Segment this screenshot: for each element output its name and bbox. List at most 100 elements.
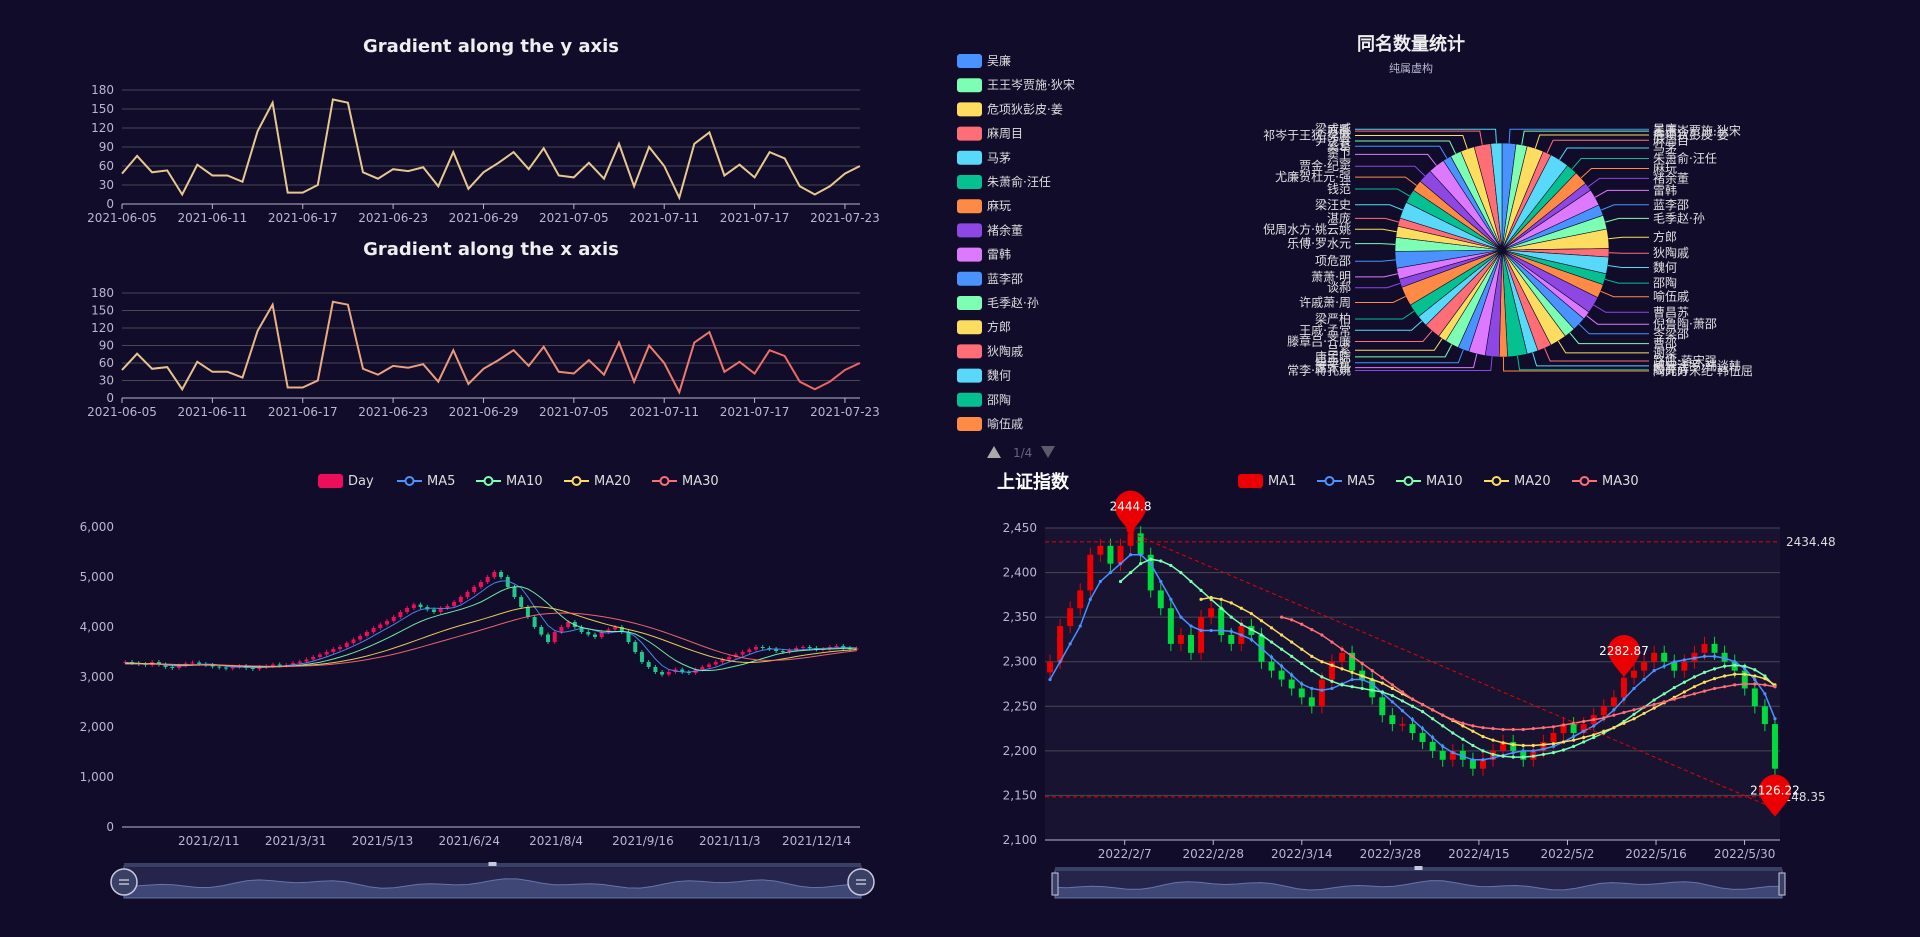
slider-center-icon bbox=[1414, 866, 1423, 870]
legend-swatch bbox=[957, 223, 982, 238]
ma30-point bbox=[1300, 622, 1304, 626]
pie-label-line bbox=[1355, 310, 1415, 320]
ma20-point bbox=[1511, 743, 1515, 747]
pie-label: 曹昌苏 bbox=[1653, 305, 1689, 319]
ma30-point bbox=[1632, 708, 1636, 712]
ma30-point bbox=[1280, 615, 1284, 619]
ma5-point bbox=[1431, 735, 1435, 740]
candle bbox=[519, 597, 524, 607]
candle bbox=[1741, 670, 1748, 689]
candle bbox=[680, 669, 685, 672]
legend-label: MA1 bbox=[1268, 474, 1296, 489]
ma5-point bbox=[1652, 669, 1656, 673]
candle bbox=[398, 612, 403, 617]
pie-title: 同名数量统计 bbox=[1357, 33, 1465, 55]
legend-swatch bbox=[957, 199, 982, 214]
ma30-point bbox=[1723, 685, 1727, 689]
x-tick-label: 2021-06-05 bbox=[87, 405, 157, 419]
legend-swatch bbox=[1238, 474, 1263, 488]
candle bbox=[1610, 697, 1617, 707]
ma10-point bbox=[1441, 724, 1445, 728]
legend-label: MA10 bbox=[1426, 474, 1463, 489]
pie-label-line bbox=[1355, 135, 1468, 149]
ma20-point bbox=[1360, 674, 1364, 678]
ma10-point bbox=[1481, 749, 1485, 753]
pie-subtitle: 纯属虚构 bbox=[1389, 61, 1433, 75]
candle bbox=[297, 661, 302, 663]
ma30-point bbox=[1521, 727, 1525, 732]
ma5-point bbox=[1300, 682, 1304, 686]
legend-label: 雷韩 bbox=[987, 247, 1011, 262]
ma30-point bbox=[1773, 685, 1777, 689]
legend-swatch bbox=[957, 296, 982, 310]
candle bbox=[344, 643, 349, 647]
legend-label: 喻伍戚 bbox=[987, 416, 1023, 431]
ma10-point bbox=[1139, 562, 1143, 566]
pie-label-line bbox=[1355, 320, 1423, 331]
ma10-point bbox=[1431, 717, 1435, 721]
candle bbox=[546, 634, 551, 642]
legend-label: 魏何 bbox=[987, 368, 1011, 383]
candle bbox=[1218, 608, 1225, 635]
ma5-point bbox=[1471, 758, 1475, 762]
candle bbox=[780, 651, 785, 652]
legend-label: 王王岑贾施·狄宋 bbox=[987, 77, 1075, 92]
ma10-point bbox=[1692, 675, 1697, 679]
legend-marker bbox=[1403, 476, 1414, 486]
candle bbox=[291, 663, 296, 665]
ma10-point bbox=[1149, 557, 1153, 561]
candle bbox=[1570, 724, 1577, 734]
candle bbox=[331, 649, 336, 652]
x-tick-label: 2021-07-23 bbox=[810, 405, 880, 419]
ma5-point bbox=[1632, 686, 1636, 691]
ma30-point bbox=[1702, 689, 1707, 693]
pie-label: 尤廉贺杜元·强 bbox=[1275, 169, 1351, 184]
candle bbox=[660, 672, 665, 675]
candle bbox=[1308, 697, 1315, 707]
ma10-point bbox=[1763, 674, 1767, 678]
pie-label: 唐孟陈 bbox=[1315, 349, 1351, 364]
ma5-line bbox=[125, 580, 857, 673]
ma20-point bbox=[1491, 738, 1495, 742]
candle bbox=[1127, 533, 1134, 546]
ma20-point bbox=[1340, 667, 1344, 671]
ma30-point bbox=[1541, 726, 1545, 730]
ma10-point bbox=[1249, 628, 1254, 632]
pie-label-line bbox=[1355, 295, 1406, 303]
candle bbox=[1641, 661, 1648, 671]
y-tick-label: 120 bbox=[91, 121, 114, 135]
candle bbox=[505, 577, 510, 587]
kline-left-chart: Day MA5 MA10 MA20 MA30 0 1,000 2,000 3,000 4,000 5… bbox=[80, 474, 875, 899]
x-tick-label: 2021-07-11 bbox=[629, 405, 699, 419]
legend-label: 方郎 bbox=[987, 319, 1011, 334]
ma20-line bbox=[1200, 596, 1776, 747]
legend-swatch bbox=[957, 102, 982, 117]
ma5-point bbox=[1199, 628, 1203, 633]
x-tick-label: 2021-07-11 bbox=[629, 211, 699, 225]
ma5-point bbox=[1682, 658, 1686, 662]
pie-label-line bbox=[1544, 348, 1649, 362]
ma20-point bbox=[1582, 735, 1586, 740]
candle bbox=[1771, 724, 1778, 769]
pie-label: 陶元方宋纪·韩伍屈 bbox=[1653, 363, 1753, 378]
y-tick-label: 30 bbox=[99, 374, 114, 388]
candle bbox=[1751, 688, 1758, 707]
candle bbox=[156, 662, 161, 665]
x-tick-label: 2021/3/31 bbox=[265, 834, 327, 848]
y-tick-label: 0 bbox=[106, 197, 114, 211]
ma5-point bbox=[1733, 660, 1737, 664]
ma20-point bbox=[1571, 738, 1576, 742]
ma30-point bbox=[1612, 713, 1616, 717]
ma5-point bbox=[1763, 692, 1767, 696]
ma5-point bbox=[1078, 624, 1082, 628]
x-tick-label: 2021-07-23 bbox=[810, 211, 880, 225]
ma5-point bbox=[1068, 642, 1072, 646]
ma5-point bbox=[1451, 751, 1455, 755]
candle bbox=[1298, 688, 1305, 698]
legend-label: Day bbox=[348, 474, 374, 489]
ma20-point bbox=[1380, 681, 1384, 685]
ma5-point bbox=[1128, 553, 1133, 557]
pie-label: 邵陶 bbox=[1653, 275, 1677, 290]
ma5-point bbox=[1491, 756, 1495, 760]
pie-label: 雷韩 bbox=[1653, 182, 1677, 197]
